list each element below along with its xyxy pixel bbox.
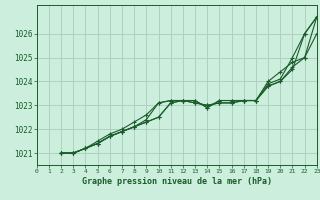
X-axis label: Graphe pression niveau de la mer (hPa): Graphe pression niveau de la mer (hPa) [82,177,272,186]
